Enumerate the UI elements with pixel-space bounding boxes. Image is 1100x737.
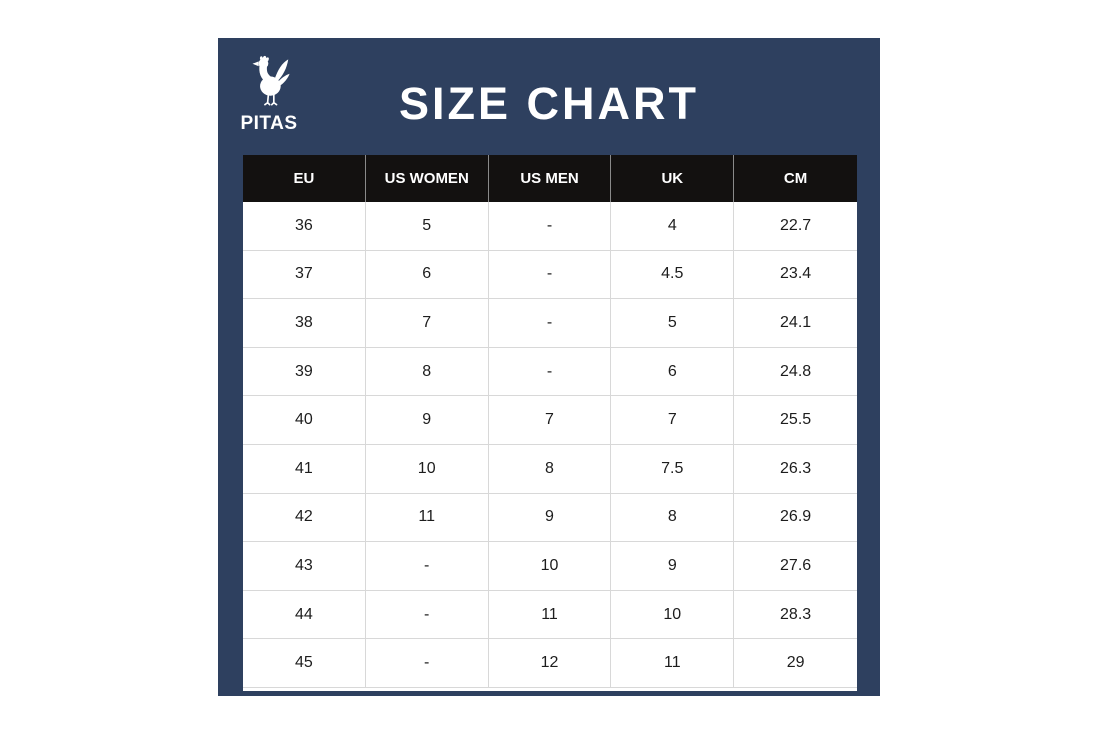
table-row: 40 9 7 7 25.5 — [243, 396, 857, 445]
table-row: 44-11 10 28.3 — [243, 590, 857, 640]
column-header-eu: EU — [243, 155, 366, 202]
table-cell: 10 — [365, 444, 489, 494]
table-cell: 8 — [365, 347, 489, 397]
brand-name: PITAS — [240, 113, 298, 134]
table-cell: 7 — [365, 299, 489, 348]
table-cell: 44 — [243, 590, 366, 640]
table-cell: 45 — [243, 639, 366, 688]
table-row: 39 8-6 24.8 — [243, 347, 857, 397]
table-body: 36 5-4 22.7 37 6-4.5 23.4 38 7-5 24.1 39 8-6 24.8 40… — [243, 202, 857, 688]
column-header-cm: CM — [783, 170, 808, 187]
table-cell: 10 — [611, 590, 735, 640]
table-cell: 37 — [243, 250, 366, 300]
table-cell: 7.5 — [611, 444, 735, 494]
table-cell: 36 — [243, 202, 366, 251]
table-cell: 26.3 — [734, 445, 857, 494]
table-cell: 7 — [488, 396, 612, 445]
table-cell: 23.4 — [734, 251, 857, 300]
table-cell: - — [488, 202, 612, 251]
table-cell: 5 — [611, 299, 735, 348]
table-cell: - — [365, 542, 489, 591]
table-row: 42 11 9 8 26.9 — [243, 493, 857, 543]
table-cell: - — [488, 299, 612, 348]
table-cell: 26.9 — [734, 494, 857, 543]
table-cell: 42 — [243, 493, 366, 543]
table-cell: 11 — [488, 590, 612, 640]
table-cell: 11 — [365, 493, 489, 543]
table-cell: 9 — [365, 396, 489, 445]
table-cell: 22.7 — [734, 202, 857, 251]
table-cell: 8 — [611, 493, 735, 543]
table-cell: 5 — [365, 202, 489, 251]
table-cell: - — [365, 590, 489, 640]
table-cell: 29 — [734, 639, 857, 688]
table-cell: 25.5 — [734, 396, 857, 445]
table-cell: 41 — [243, 444, 366, 494]
table-cell: 11 — [611, 639, 735, 688]
rooster-icon — [252, 55, 290, 106]
table-cell: 10 — [488, 542, 612, 591]
size-table: EU US WOMEN US MEN UK CM 36 5-4 22.7 37 6-4.5 23.… — [243, 155, 857, 691]
table-cell: 24.1 — [734, 299, 857, 348]
page-title: SIZE CHART — [399, 78, 699, 129]
table-cell: - — [488, 250, 612, 300]
table-row: 37 6-4.5 23.4 — [243, 250, 857, 300]
table-cell: 6 — [365, 250, 489, 300]
table-cell: - — [488, 347, 612, 397]
table-cell: 4.5 — [611, 250, 735, 300]
table-row: 43-10 9 27.6 — [243, 542, 857, 591]
column-header-us-women: US WOMEN — [366, 155, 489, 202]
table-cell: 8 — [488, 444, 612, 494]
table-cell: 43 — [243, 542, 366, 591]
table-cell: 24.8 — [734, 348, 857, 397]
table-header-row: EU US WOMEN US MEN UK CM — [243, 155, 857, 202]
table-cell: 6 — [611, 347, 735, 397]
column-header-us-men: US MEN — [489, 155, 612, 202]
table-cell: 9 — [611, 542, 735, 591]
table-cell: 12 — [488, 639, 612, 688]
table-row: 41 10 8 7.5 26.3 — [243, 444, 857, 494]
brand-logo: PITAS — [236, 54, 302, 135]
table-cell: 40 — [243, 396, 366, 445]
table-cell: 7 — [611, 396, 735, 445]
table-cell: 38 — [243, 299, 366, 348]
column-header-uk: UK — [611, 155, 735, 202]
table-row: 45-12 11 29 — [243, 639, 857, 688]
size-chart-panel: PITAS SIZE CHART EU US WOMEN US MEN UK CM 36… — [218, 38, 880, 696]
table-cell: 27.6 — [734, 542, 857, 591]
table-cell: 28.3 — [734, 591, 857, 640]
table-row: 36 5-4 22.7 — [243, 202, 857, 251]
table-cell: 4 — [611, 202, 735, 251]
table-cell: - — [365, 639, 489, 688]
table-cell: 9 — [488, 493, 612, 543]
table-cell: 39 — [243, 347, 366, 397]
table-row: 38 7-5 24.1 — [243, 299, 857, 348]
